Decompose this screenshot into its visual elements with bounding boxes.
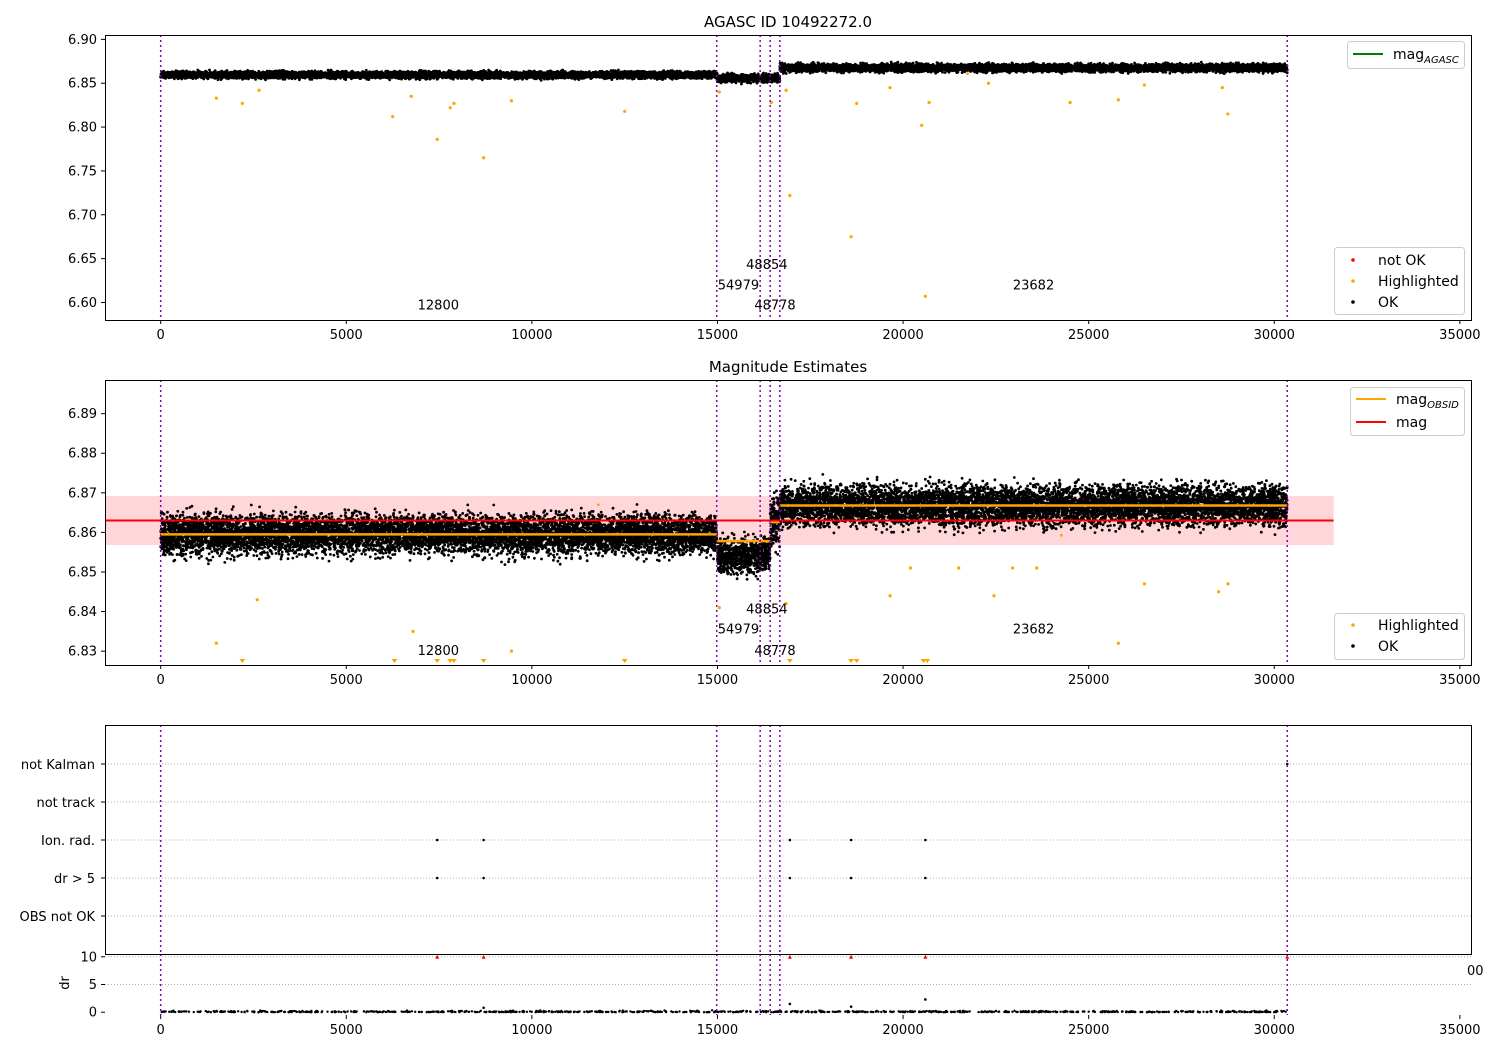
ok-point xyxy=(281,77,284,81)
ok-point xyxy=(405,76,408,80)
ok-point xyxy=(298,78,301,82)
ok-point xyxy=(329,68,333,72)
ok-point xyxy=(577,78,581,81)
ok-point xyxy=(513,77,517,81)
ok-point xyxy=(617,68,620,72)
ok-point xyxy=(447,69,451,72)
panel-agasc: AGASC ID 10492272.0 12800549794885448778… xyxy=(68,13,1480,343)
panel-1-title: AGASC ID 10492272.0 xyxy=(704,13,872,31)
